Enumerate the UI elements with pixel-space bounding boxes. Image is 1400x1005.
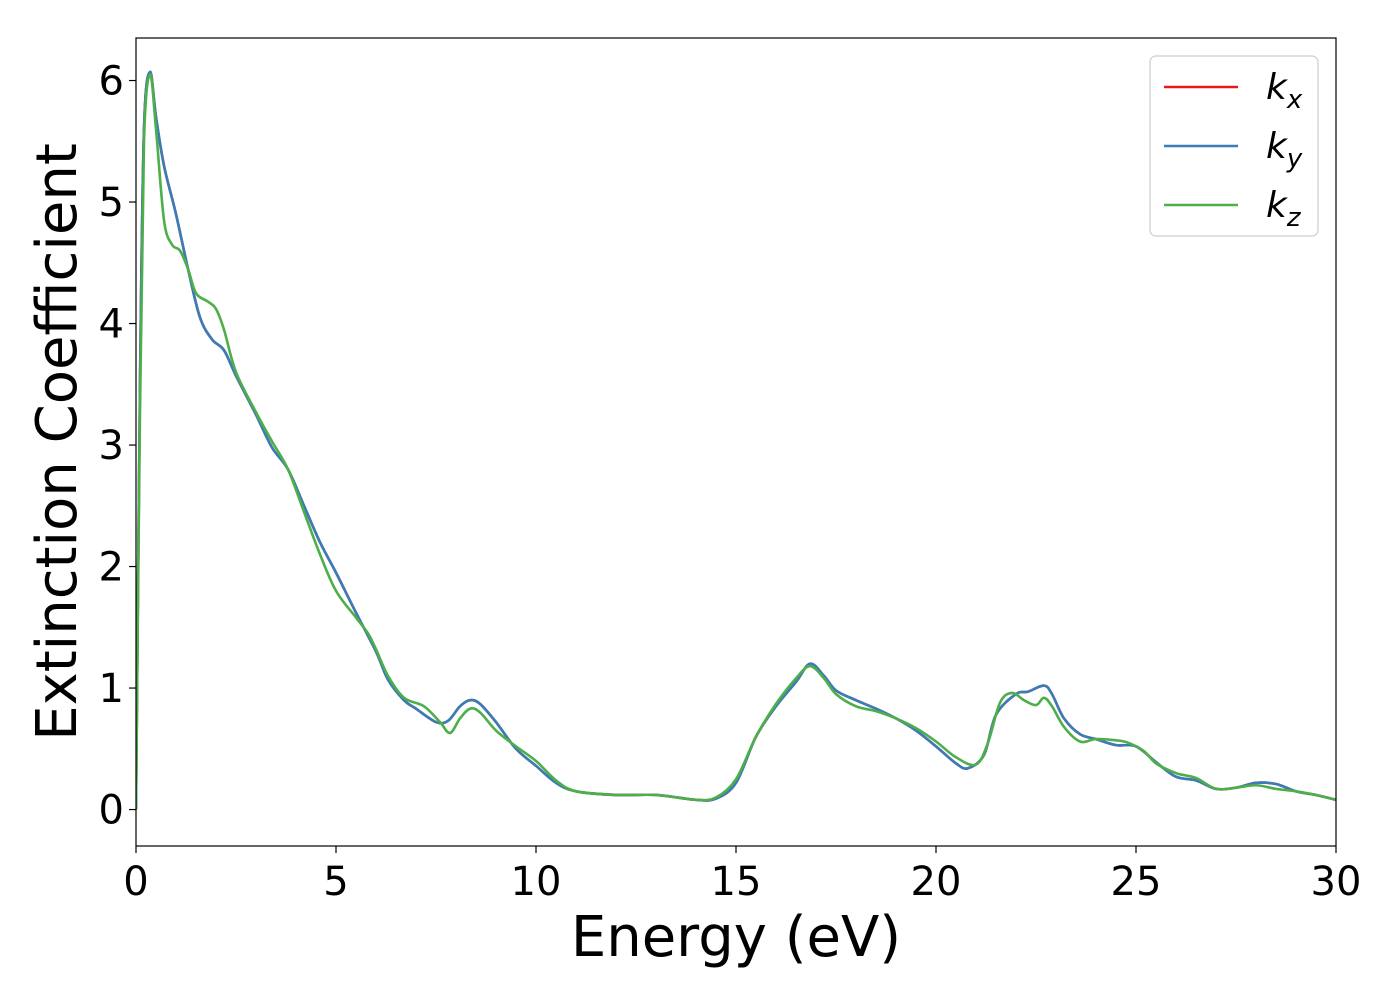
- x-axis-label: Energy (eV): [571, 905, 901, 970]
- y-tick-label: 6: [99, 59, 124, 105]
- y-tick-label: 5: [99, 180, 124, 226]
- series-line-kz: [136, 73, 1336, 810]
- legend-label-subscript: z: [1286, 203, 1302, 233]
- y-tick-label: 1: [99, 666, 124, 712]
- legend-label-main: k: [1266, 126, 1289, 167]
- x-tick-label: 25: [1111, 859, 1162, 905]
- legend-label-main: k: [1266, 185, 1289, 226]
- legend-label-subscript: y: [1286, 144, 1303, 174]
- y-axis-label: Extinction Coefficient: [25, 143, 90, 741]
- y-tick-label: 3: [99, 423, 124, 469]
- x-tick-label: 5: [323, 859, 348, 905]
- legend-label-kx: kx: [1266, 67, 1303, 115]
- series-layer: [136, 70, 1336, 810]
- legend-label-subscript: x: [1286, 85, 1303, 115]
- y-tick-label: 4: [99, 302, 124, 348]
- legend-label-kz: kz: [1266, 185, 1302, 233]
- x-tick-label: 30: [1311, 859, 1362, 905]
- x-axis-ticks: 0 5 10 15 20 25 30: [123, 846, 1361, 905]
- x-tick-label: 20: [911, 859, 962, 905]
- y-tick-label: 0: [99, 788, 124, 834]
- y-tick-label: 2: [99, 545, 124, 591]
- legend-label-ky: ky: [1266, 126, 1303, 174]
- x-tick-label: 15: [711, 859, 762, 905]
- y-axis-ticks: 0 1 2 3 4 5 6: [99, 59, 136, 834]
- x-tick-label: 10: [511, 859, 562, 905]
- x-tick-label: 0: [123, 859, 148, 905]
- legend-label-main: k: [1266, 67, 1289, 108]
